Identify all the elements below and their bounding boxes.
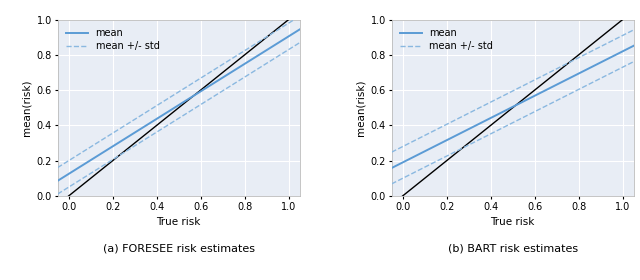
mean [531, 94, 539, 97]
X-axis label: True risk: True risk [490, 217, 535, 227]
mean +/- std [592, 47, 600, 51]
mean +/- std [630, 28, 637, 32]
mean [54, 179, 61, 183]
mean [388, 166, 396, 170]
mean +/- std [388, 150, 396, 153]
Line: mean: mean [58, 29, 300, 181]
mean [532, 94, 540, 97]
mean [592, 63, 600, 67]
mean [630, 44, 637, 48]
Text: (a) FORESEE risk estimates: (a) FORESEE risk estimates [102, 244, 255, 254]
mean +/- std [532, 78, 540, 81]
mean [258, 52, 266, 55]
mean [607, 55, 615, 59]
mean +/- std [198, 76, 205, 79]
mean [197, 90, 205, 93]
mean [388, 166, 396, 169]
mean +/- std [607, 40, 615, 43]
mean +/- std [258, 38, 266, 42]
mean +/- std [388, 150, 396, 154]
Legend: mean, mean +/- std: mean, mean +/- std [63, 24, 163, 55]
mean +/- std [197, 76, 205, 80]
mean [202, 87, 209, 90]
Line: mean: mean [392, 46, 634, 168]
Line: mean +/- std: mean +/- std [392, 30, 634, 152]
mean [536, 92, 543, 95]
mean [198, 89, 205, 92]
mean +/- std [54, 165, 62, 169]
mean +/- std [536, 76, 543, 79]
Line: mean +/- std: mean +/- std [58, 16, 300, 168]
X-axis label: True risk: True risk [156, 217, 201, 227]
mean +/- std [273, 29, 281, 32]
mean [296, 28, 303, 31]
mean [273, 42, 281, 45]
Y-axis label: mean(risk): mean(risk) [21, 80, 31, 136]
mean +/- std [296, 15, 303, 18]
mean [54, 179, 62, 182]
mean +/- std [54, 166, 61, 169]
Text: (b) BART risk estimates: (b) BART risk estimates [447, 244, 578, 254]
mean +/- std [202, 73, 209, 77]
mean +/- std [531, 78, 539, 81]
Legend: mean, mean +/- std: mean, mean +/- std [396, 24, 497, 55]
Y-axis label: mean(risk): mean(risk) [355, 80, 365, 136]
